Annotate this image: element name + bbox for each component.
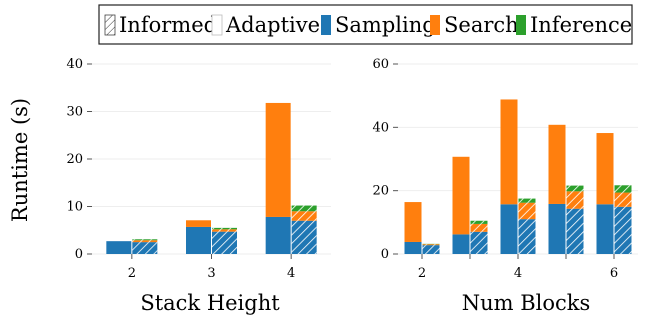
legend-label-informed: Informed [119,13,217,37]
bar-adaptive-sampling-3 [186,226,211,254]
bar-adaptive-sampling-2 [404,241,422,254]
bar-adaptive-sampling-4 [265,216,291,254]
bar-adaptive-search-3 [186,220,211,227]
bar-adaptive-search-6 [596,133,614,205]
x-tick-label: 3 [207,266,215,281]
legend-swatch-adaptive [211,14,223,36]
bar-hatch-sampling-2 [422,245,440,254]
x-tick-label: 4 [287,266,295,281]
bar-hatch-inference-6 [614,185,632,193]
legend-label-search: Search [444,13,519,37]
bar-hatch-sampling-6 [614,206,632,254]
bar-hatch-search-4 [291,211,317,221]
bar-hatch-inference-3 [212,227,237,230]
x-tick-label: 2 [128,266,136,281]
chart-num-blocks: 0 20 40 60 2 4 6 [372,57,638,281]
legend-box [98,4,633,45]
legend-swatch-informed [104,14,116,36]
x-tick-label: 4 [514,266,522,281]
y-tick-label: 40 [66,57,83,72]
y-tick-label: 60 [372,57,389,72]
bar-hatch-search-2 [132,240,158,243]
bar-hatch-sampling-4 [291,220,317,254]
bar-hatch-sampling-2 [132,242,158,254]
x-tick-label: 6 [610,266,618,281]
legend: Informed Adaptive Sampling Search Infere… [98,4,633,45]
bar-hatch-search-5 [566,191,584,209]
x-axis-label-num-blocks: Num Blocks [462,291,591,315]
x-tick-label: 2 [418,266,426,281]
y-tick-label: 0 [75,247,83,262]
chart-stack-height: 0 10 20 30 40 2 3 4 [66,57,331,281]
bar-adaptive-search-4 [265,102,291,217]
bar-hatch-search-3 [212,229,237,232]
x-axis-label-stack-height: Stack Height [140,291,280,315]
y-tick-label: 20 [66,152,83,167]
legend-swatch-inference [516,15,526,35]
bar-adaptive-sampling-3 [452,234,470,254]
bar-adaptive-search-3 [452,156,470,235]
bar-adaptive-search-4 [500,99,518,205]
bar-hatch-inference-4 [518,198,536,203]
bar-hatch-sampling-3 [212,231,237,254]
bar-adaptive-search-5 [548,124,566,204]
bar-hatch-sampling-4 [518,219,536,254]
bar-adaptive-search-2 [404,202,422,242]
legend-label-adaptive: Adaptive [225,13,320,37]
y-tick-label: 30 [66,105,83,120]
bar-hatch-inference-3 [470,220,488,224]
bar-hatch-inference-4 [291,205,317,212]
bar-adaptive-sampling-2 [106,241,132,254]
legend-label-inference: Inference [530,13,632,37]
bar-adaptive-sampling-4 [500,204,518,254]
bar-hatch-sampling-3 [470,231,488,254]
bar-hatch-search-3 [470,223,488,232]
y-tick-label: 40 [372,120,389,135]
bar-hatch-search-4 [518,202,536,220]
y-tick-label: 0 [381,247,389,262]
legend-swatch-sampling [321,15,331,35]
bar-hatch-search-2 [422,244,440,246]
y-axis-label: Runtime (s) [8,98,32,222]
y-tick-label: 10 [66,200,83,215]
bar-adaptive-sampling-5 [548,203,566,254]
bar-hatch-search-6 [614,192,632,207]
legend-swatch-search [430,15,440,35]
bar-hatch-inference-2 [132,239,158,241]
y-tick-label: 20 [372,184,389,199]
bar-hatch-sampling-5 [566,208,584,254]
legend-label-sampling: Sampling [335,13,436,37]
bar-hatch-inference-5 [566,185,584,192]
bar-adaptive-sampling-6 [596,204,614,254]
